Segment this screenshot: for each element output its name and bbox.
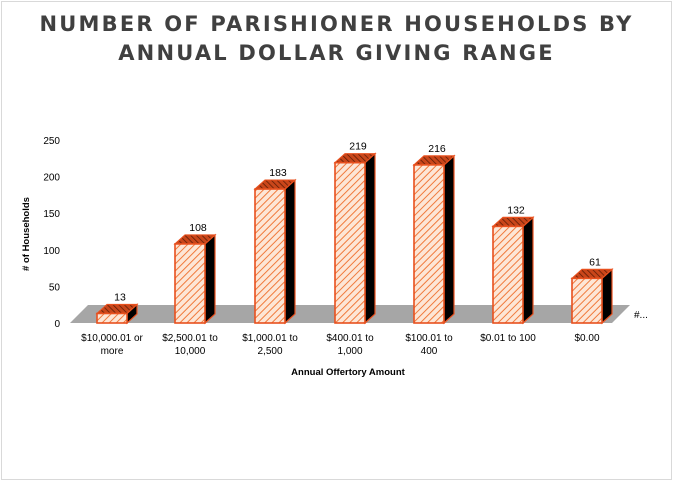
x-tick-label: $400.01 to 1,000 (326, 333, 374, 357)
bar (334, 161, 366, 324)
bar-side (284, 178, 296, 325)
chart-title-line-2: ANNUAL DOLLAR GIVING RANGE (118, 41, 555, 65)
data-label: 216 (428, 143, 446, 155)
bar-group (95, 303, 139, 325)
bar-side (364, 152, 376, 325)
bar-group (491, 216, 535, 325)
bar (96, 312, 128, 324)
bar (492, 225, 524, 324)
y-tick-label: 100 (43, 246, 60, 257)
x-tick-label: $2,500.01 to 10,000 (162, 333, 218, 357)
y-tick-label: 0 (54, 319, 60, 330)
bar-group (333, 152, 377, 325)
data-label: 61 (589, 256, 601, 268)
bar (571, 277, 603, 324)
x-axis-title: Annual Offertory Amount (291, 367, 405, 378)
bar-side (522, 216, 534, 325)
bar-group (412, 154, 456, 325)
chart-title-line-1: NUMBER OF PARISHIONER HOUSEHOLDS BY (39, 12, 634, 36)
bar (254, 188, 286, 324)
data-label: 183 (269, 167, 287, 179)
bar-group (253, 178, 297, 325)
chart-title: NUMBER OF PARISHIONER HOUSEHOLDS BY ANNU… (0, 10, 673, 68)
bar-side (204, 233, 216, 325)
y-tick-label: 50 (49, 282, 61, 293)
y-axis-title: # of Households (21, 197, 32, 271)
x-tick-label: $100.01 to 400 (405, 333, 453, 357)
legend-overflow-label: #... (634, 310, 648, 321)
y-tick-label: 250 (43, 136, 60, 147)
bar (174, 243, 206, 324)
bar-group (570, 268, 614, 325)
x-tick-label: $0.00 (574, 333, 599, 344)
bar-side (443, 154, 455, 325)
bar (413, 164, 445, 324)
bar-group (173, 233, 217, 325)
data-label: 219 (349, 141, 367, 153)
x-tick-label: $10,000.01 or more (81, 333, 143, 357)
data-label: 132 (507, 204, 525, 216)
data-label: 13 (114, 291, 126, 303)
y-tick-label: 150 (43, 209, 60, 220)
data-label: 108 (189, 222, 207, 234)
y-tick-label: 200 (43, 173, 60, 184)
x-tick-label: $0.01 to 100 (480, 333, 536, 344)
x-tick-label: $1,000.01 to 2,500 (242, 333, 298, 357)
